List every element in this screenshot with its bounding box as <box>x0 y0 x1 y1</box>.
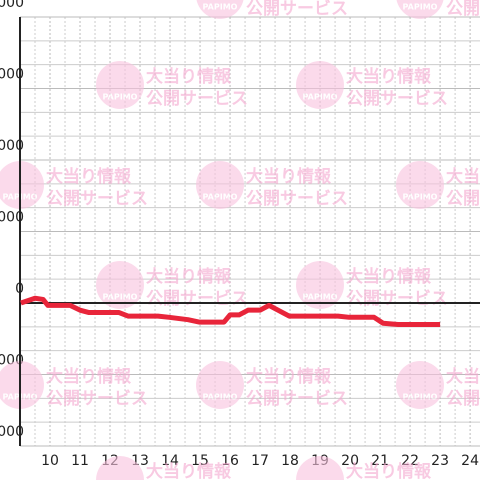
watermark-logo-text: PAPIMO <box>203 3 238 12</box>
watermark-logo <box>196 361 244 409</box>
watermark-text: 公開サービス <box>146 289 248 309</box>
watermark-text: 公開サービス <box>246 0 348 19</box>
watermark-text: 公開サービス <box>146 89 248 109</box>
x-tick-label: 14 <box>161 453 179 469</box>
watermark-text: 公開サービス <box>446 0 480 19</box>
watermark-logo <box>196 161 244 209</box>
watermark-logo-text: PAPIMO <box>303 93 338 102</box>
y-tick-label: 6,000 <box>0 138 24 154</box>
y-tick-label: 9,000 <box>0 67 24 83</box>
watermark-text: 大当り情報 <box>46 366 132 387</box>
watermark-text: 大当り情報 <box>346 66 432 87</box>
x-tick-label: 17 <box>251 453 269 469</box>
data-line <box>20 295 441 327</box>
watermark-logo <box>196 0 244 19</box>
watermark-logo-text: PAPIMO <box>103 93 138 102</box>
x-tick-label: 23 <box>431 453 449 469</box>
x-tick-label: 10 <box>41 453 59 469</box>
watermark-text: 大当り情報 <box>146 66 232 87</box>
watermark-text: 公開サービス <box>46 189 148 209</box>
watermark-text: 大当り情報 <box>146 266 232 287</box>
watermark-text: 大当り情報 <box>446 166 480 187</box>
x-tick-label: 22 <box>401 453 419 469</box>
watermark-logo-text: PAPIMO <box>203 193 238 202</box>
watermark-text: 公開サービス <box>246 189 348 209</box>
watermark-logo <box>0 361 44 409</box>
watermark-text: 大当り情報 <box>446 366 480 387</box>
watermark-text: 公開サービス <box>446 389 480 409</box>
watermark-text: 大当り情報 <box>246 366 332 387</box>
watermark-logo <box>296 261 344 309</box>
watermark-logo-text: PAPIMO <box>303 293 338 302</box>
watermark-text: 大当り情報 <box>346 266 432 287</box>
watermark-text: 公開サービス <box>46 389 148 409</box>
watermark-logo <box>96 456 144 480</box>
watermark-logo-text: PAPIMO <box>203 393 238 402</box>
watermark-logo <box>0 161 44 209</box>
watermark-logo-text: PAPIMO <box>103 293 138 302</box>
x-tick-label: 24 <box>461 453 479 469</box>
watermark-logo <box>296 456 344 480</box>
watermark-text: 公開サービス <box>346 289 448 309</box>
x-tick-label: 18 <box>281 453 299 469</box>
x-tick-label: 11 <box>71 453 89 469</box>
watermark-text: 大当り情報 <box>146 461 232 480</box>
watermark-logo <box>296 61 344 109</box>
watermark-logo <box>396 0 444 19</box>
watermark-logo <box>96 261 144 309</box>
watermark-logo <box>96 61 144 109</box>
watermark-logo-text: PAPIMO <box>403 193 438 202</box>
watermark-logo <box>396 361 444 409</box>
watermark-text: 大当り情報 <box>246 166 332 187</box>
watermark-text: 公開サービス <box>446 189 480 209</box>
y-tick-label: 12,000 <box>0 0 24 11</box>
watermark-text: 大当り情報 <box>46 166 132 187</box>
watermark-text: 公開サービス <box>246 389 348 409</box>
watermark-text: 公開サービス <box>346 89 448 109</box>
watermark-logo-text: PAPIMO <box>403 393 438 402</box>
watermark-logo <box>396 161 444 209</box>
x-tick-label: 15 <box>191 453 209 469</box>
y-tick-label: 3,000 <box>0 210 24 226</box>
y-tick-label: -6,000 <box>0 424 24 440</box>
x-tick-label: 20 <box>341 453 359 469</box>
x-tick-label: 16 <box>221 453 239 469</box>
watermark-logo-text: PAPIMO <box>403 3 438 12</box>
x-tick-label: 21 <box>371 453 389 469</box>
watermark-text: 大当り情報 <box>346 461 432 480</box>
